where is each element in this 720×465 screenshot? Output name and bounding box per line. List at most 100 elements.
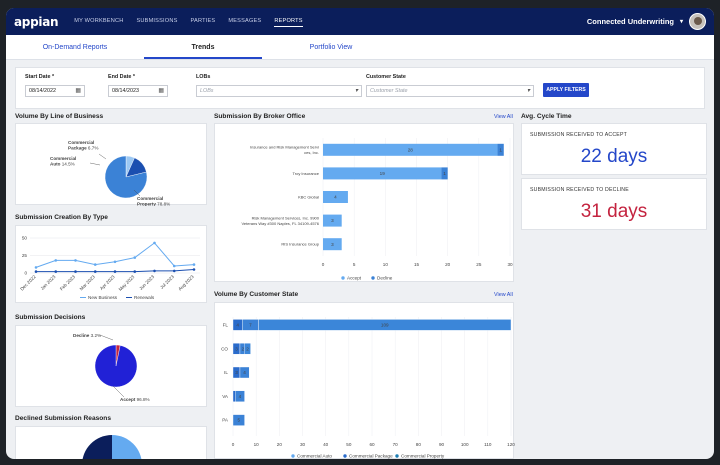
broker-label: Troy Insurance bbox=[292, 171, 319, 176]
lobs-select[interactable]: LOBs ▾ bbox=[196, 85, 362, 97]
bar-segment[interactable] bbox=[232, 414, 245, 426]
legend-swatch[interactable] bbox=[395, 454, 399, 458]
data-point[interactable] bbox=[54, 259, 58, 262]
broker-view-all-link[interactable]: View All bbox=[494, 114, 513, 120]
data-point[interactable] bbox=[93, 270, 97, 273]
bar-decline[interactable] bbox=[497, 143, 504, 156]
broker-label: Insurance and Risk Management Servi bbox=[250, 145, 319, 150]
apply-filters-button[interactable]: APPLY FILTERS bbox=[543, 83, 589, 97]
state-label: PA bbox=[222, 418, 229, 423]
nav-my-workbench[interactable]: MY WORKBENCH bbox=[74, 18, 124, 24]
decision-pie-slice-1[interactable] bbox=[94, 344, 138, 388]
bar-label: 3 bbox=[235, 370, 238, 375]
submission-decisions-card: Decline 3.2% Accept 96.8% bbox=[15, 325, 207, 407]
data-point[interactable] bbox=[192, 268, 196, 271]
submission-decisions-title: Submission Decisions bbox=[15, 314, 86, 321]
data-point[interactable] bbox=[113, 270, 117, 273]
start-date-value: 08/14/2022 bbox=[29, 88, 56, 94]
bar-accept[interactable] bbox=[323, 214, 342, 227]
legend-label: Commercial Property bbox=[401, 454, 445, 459]
data-point[interactable] bbox=[172, 264, 176, 268]
declined-reasons-pie-chart bbox=[82, 435, 142, 459]
decline-cycle-value: 31 days bbox=[580, 201, 648, 222]
bar-label: 3 bbox=[331, 242, 334, 247]
bar-segment[interactable] bbox=[258, 319, 512, 331]
nav-reports[interactable]: REPORTS bbox=[274, 16, 303, 27]
end-date-field[interactable]: 08/14/2023 ▦ bbox=[108, 85, 168, 97]
legend-label: New Business bbox=[88, 295, 118, 300]
series-line-0[interactable] bbox=[35, 242, 195, 268]
customer-state-select[interactable]: Customer State ▾ bbox=[366, 85, 534, 97]
calendar-icon[interactable]: ▦ bbox=[75, 88, 81, 94]
user-name[interactable]: Connected Underwriting bbox=[586, 17, 674, 26]
data-point[interactable] bbox=[133, 270, 137, 273]
bar-decline[interactable] bbox=[441, 167, 448, 180]
nav-submissions[interactable]: SUBMISSIONS bbox=[136, 18, 178, 24]
x-tick-label: Feb 2023 bbox=[59, 274, 77, 292]
pie-label-commercial-package: Commercial Package 6.7% bbox=[68, 140, 98, 151]
appian-logo[interactable]: appian bbox=[14, 14, 59, 29]
x-tick-label: 90 bbox=[439, 442, 445, 447]
y-tick-label: 50 bbox=[22, 236, 28, 241]
data-point[interactable] bbox=[93, 263, 97, 266]
legend-swatch[interactable] bbox=[341, 276, 345, 280]
legend-label: Accept bbox=[347, 276, 362, 281]
state-view-all-link[interactable]: View All bbox=[494, 292, 513, 298]
x-tick-label: 10 bbox=[383, 262, 389, 267]
bar-accept[interactable] bbox=[323, 191, 348, 203]
data-point[interactable] bbox=[54, 270, 58, 273]
x-tick-label: Dec 2022 bbox=[19, 274, 37, 292]
submission-creation-card: 0 25 50 Dec 2022 Jan 2023 Feb 2023 Mar 2023 Apr… bbox=[15, 225, 207, 303]
bar-label: 5 bbox=[238, 418, 241, 423]
broker-label: RIS Insurance Group bbox=[281, 242, 319, 247]
calendar-icon[interactable]: ▦ bbox=[158, 88, 164, 94]
nav-messages[interactable]: MESSAGES bbox=[228, 18, 262, 24]
bar-segment[interactable] bbox=[235, 390, 245, 403]
lobs-placeholder: LOBs bbox=[200, 88, 214, 94]
data-point[interactable] bbox=[172, 269, 176, 273]
bar-label: 3 bbox=[235, 346, 238, 351]
tab-trends[interactable]: Trends bbox=[144, 35, 262, 59]
x-tick-label: 70 bbox=[393, 442, 399, 447]
bar-label: 7 bbox=[249, 323, 252, 328]
bar-accept[interactable] bbox=[323, 238, 342, 251]
nav-parties[interactable]: PARTIES bbox=[190, 18, 216, 24]
x-tick-label: 0 bbox=[322, 262, 325, 267]
data-point[interactable] bbox=[34, 266, 38, 269]
bar-label: 4 bbox=[243, 370, 246, 375]
legend-swatch[interactable] bbox=[343, 454, 347, 458]
data-point[interactable] bbox=[74, 270, 77, 273]
bar-accept[interactable] bbox=[323, 143, 498, 156]
legend-swatch[interactable] bbox=[371, 276, 375, 280]
leader-line bbox=[112, 385, 125, 398]
broker-office-bar-chart: 0 5 10 15 20 25 30 Insurance and Risk Managemen… bbox=[241, 138, 513, 281]
data-point[interactable] bbox=[74, 259, 77, 262]
volume-by-lob-title: Volume By Line of Business bbox=[15, 113, 104, 120]
x-tick-label: 5 bbox=[353, 262, 356, 267]
data-point[interactable] bbox=[153, 241, 156, 245]
data-point[interactable] bbox=[133, 256, 137, 259]
data-point[interactable] bbox=[34, 270, 38, 273]
avatar[interactable] bbox=[689, 13, 706, 30]
lob-pie-slice-2[interactable] bbox=[104, 155, 148, 199]
tab-on-demand-reports[interactable]: On-Demand Reports bbox=[42, 44, 108, 51]
data-point[interactable] bbox=[192, 263, 196, 266]
pie-slice[interactable] bbox=[112, 435, 142, 459]
customer-state-label: Customer State bbox=[366, 74, 406, 80]
data-point[interactable] bbox=[113, 260, 117, 264]
tab-portfolio-view[interactable]: Portfolio View bbox=[309, 44, 353, 51]
bar-accept[interactable] bbox=[323, 167, 442, 180]
bar-segment[interactable] bbox=[244, 343, 251, 355]
bar-segment[interactable] bbox=[239, 366, 250, 379]
report-tabs: On-Demand Reports Trends Portfolio View bbox=[6, 35, 714, 60]
legend-label: Commercial Package bbox=[349, 454, 393, 459]
pie-slice[interactable] bbox=[82, 435, 112, 459]
user-menu[interactable]: Connected Underwriting ▾ bbox=[587, 13, 706, 30]
bar-label: 2 bbox=[242, 346, 245, 351]
data-point[interactable] bbox=[153, 269, 156, 273]
broker-label: Veterans Way #300 Naples, FL 34109-4576 bbox=[241, 221, 319, 226]
legend-swatch[interactable] bbox=[291, 454, 295, 458]
x-tick-label: 120 bbox=[507, 442, 515, 447]
chevron-down-icon: ▾ bbox=[679, 19, 683, 25]
start-date-field[interactable]: 08/14/2022 ▦ bbox=[25, 85, 85, 97]
